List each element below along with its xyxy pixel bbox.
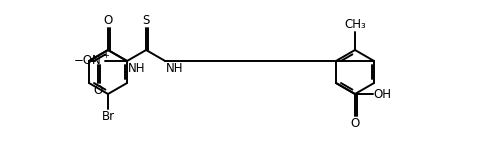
Text: S: S — [143, 14, 150, 27]
Text: O: O — [103, 14, 113, 27]
Text: +: + — [102, 52, 109, 60]
Text: O: O — [350, 117, 360, 130]
Text: NH: NH — [128, 62, 145, 75]
Text: NH: NH — [166, 62, 184, 75]
Text: CH₃: CH₃ — [344, 18, 366, 31]
Text: OH: OH — [373, 88, 392, 100]
Text: O: O — [94, 84, 103, 97]
Text: N: N — [92, 55, 101, 67]
Text: −O: −O — [73, 55, 93, 67]
Text: Br: Br — [101, 110, 115, 123]
